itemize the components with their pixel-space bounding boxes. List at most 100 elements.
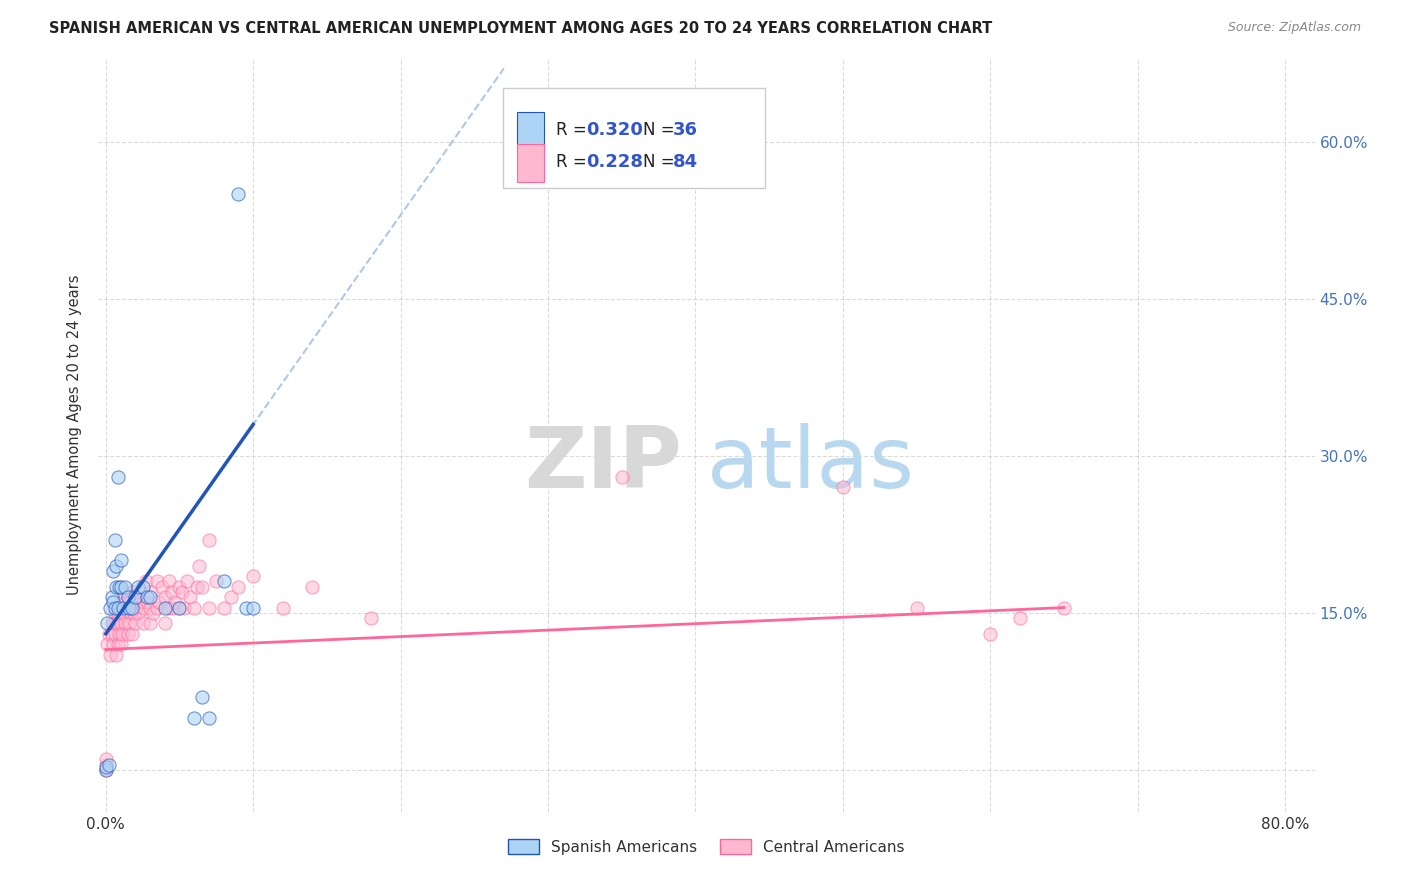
Point <box>97 626 120 640</box>
Point <box>101 616 124 631</box>
Point <box>98 600 121 615</box>
Point <box>165 595 187 609</box>
Point <box>1008 611 1031 625</box>
Point <box>146 574 169 589</box>
Point <box>139 616 162 631</box>
Point <box>131 595 153 609</box>
Point <box>105 580 128 594</box>
Point <box>172 585 194 599</box>
Point <box>831 480 853 494</box>
Point <box>114 616 136 631</box>
Point <box>905 600 928 615</box>
Point <box>104 600 127 615</box>
Point <box>104 533 127 547</box>
Point <box>242 600 264 615</box>
Point <box>125 595 148 609</box>
Point <box>127 580 149 594</box>
Point <box>94 763 117 777</box>
Point <box>110 553 132 567</box>
Point <box>96 637 118 651</box>
Point <box>179 590 201 604</box>
Point <box>117 626 139 640</box>
Text: R =: R = <box>555 121 592 139</box>
Point <box>186 580 208 594</box>
Point <box>183 600 205 615</box>
Point <box>101 595 124 609</box>
Point <box>97 757 120 772</box>
Point <box>136 595 159 609</box>
Point <box>108 626 131 640</box>
Point <box>139 590 162 604</box>
Point <box>101 637 124 651</box>
Point <box>157 574 180 589</box>
Point <box>94 760 117 774</box>
Point <box>112 606 135 620</box>
Point <box>124 600 146 615</box>
Point <box>141 585 163 599</box>
Point <box>153 600 176 615</box>
Point <box>96 616 118 631</box>
Point <box>121 600 143 615</box>
Point <box>94 757 117 772</box>
Point <box>127 606 149 620</box>
Point <box>108 580 131 594</box>
Point <box>98 648 121 662</box>
Point <box>228 187 250 202</box>
Point <box>118 595 141 609</box>
Point <box>205 574 228 589</box>
Text: atlas: atlas <box>707 424 914 507</box>
Text: Source: ZipAtlas.com: Source: ZipAtlas.com <box>1227 21 1361 34</box>
Point <box>1053 600 1076 615</box>
Point <box>979 626 1001 640</box>
Point <box>169 600 191 615</box>
Point <box>301 580 323 594</box>
Point <box>360 611 382 625</box>
FancyBboxPatch shape <box>503 88 765 187</box>
Point <box>139 600 162 615</box>
Point <box>134 600 156 615</box>
Point <box>148 595 170 609</box>
Point <box>112 585 135 599</box>
Point <box>190 580 212 594</box>
Point <box>235 600 257 615</box>
Point <box>121 585 143 599</box>
Point <box>115 595 138 609</box>
FancyBboxPatch shape <box>517 112 544 150</box>
Point <box>104 626 127 640</box>
Point <box>110 616 132 631</box>
Point <box>242 569 264 583</box>
Point <box>112 600 135 615</box>
Point <box>153 590 176 604</box>
Point <box>100 590 122 604</box>
Point <box>131 616 153 631</box>
Point <box>110 580 132 594</box>
Point <box>121 626 143 640</box>
Point <box>114 580 136 594</box>
Point <box>150 580 173 594</box>
Point <box>105 558 128 573</box>
Point <box>187 558 209 573</box>
Point <box>94 763 117 777</box>
Point <box>100 626 122 640</box>
Point <box>107 600 129 615</box>
Point <box>176 574 198 589</box>
Point <box>110 595 132 609</box>
Point <box>190 690 212 704</box>
Point <box>169 580 191 594</box>
Text: ZIP: ZIP <box>524 424 682 507</box>
Point <box>101 564 124 578</box>
Text: R =: R = <box>555 153 592 171</box>
Point <box>183 710 205 724</box>
Point <box>107 606 129 620</box>
Text: 84: 84 <box>672 153 697 171</box>
Point <box>107 469 129 483</box>
Point <box>118 600 141 615</box>
Point <box>160 600 183 615</box>
Legend: Spanish Americans, Central Americans: Spanish Americans, Central Americans <box>502 832 911 861</box>
Text: N =: N = <box>644 153 681 171</box>
Point <box>156 600 179 615</box>
Point <box>122 606 145 620</box>
Point <box>94 752 117 766</box>
Point <box>120 606 142 620</box>
Point <box>111 626 134 640</box>
